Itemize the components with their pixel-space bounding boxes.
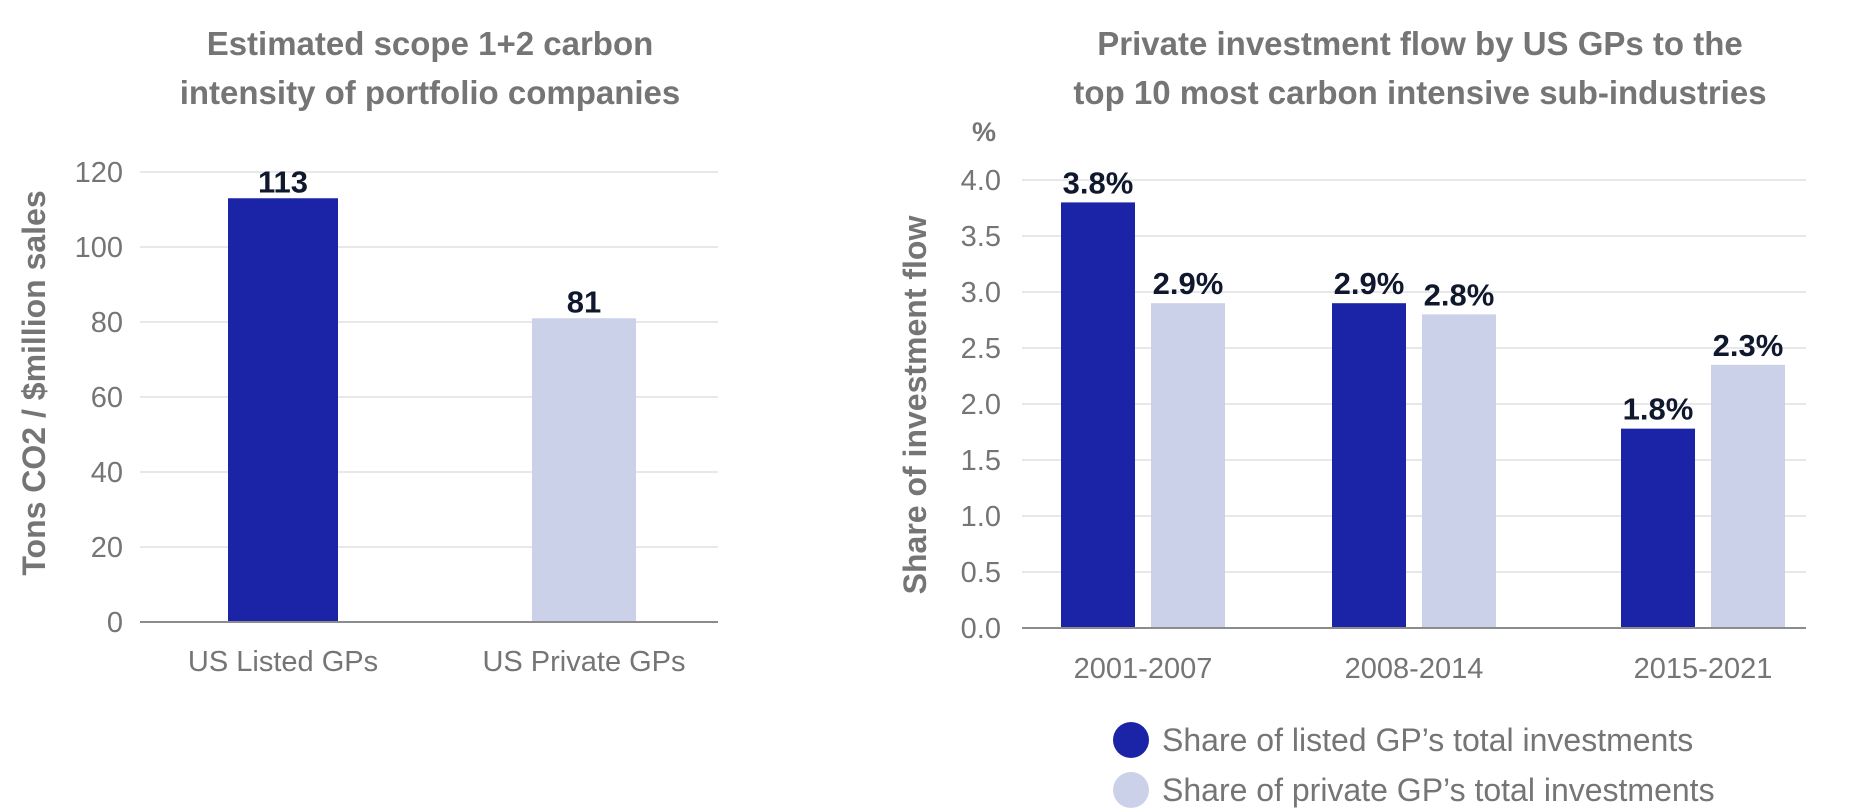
right-chart-value-labels: 3.8% 2.9% 2.9% 2.8% 1.8% 2.3% [1063, 165, 1784, 426]
left-chart-category-labels: US Listed GPs US Private GPs [188, 646, 686, 678]
bar-private-2001-2007 [1151, 303, 1225, 628]
right-y-tick-label: 0.0 [961, 613, 1001, 645]
legend-swatch-private [1113, 772, 1149, 808]
right-y-tick-label: 2.5 [961, 333, 1001, 365]
left-chart-bars [228, 198, 636, 622]
category-label: 2008-2014 [1345, 653, 1484, 685]
bar-private-2008-2014 [1422, 314, 1496, 628]
left-chart: Estimated scope 1+2 carbon intensity of … [16, 25, 718, 678]
right-y-tick-label: 1.5 [961, 445, 1001, 477]
bar-listed-2015-2021 [1621, 428, 1695, 628]
bar-value-label: 2.3% [1713, 328, 1784, 363]
legend: Share of listed GP’s total investments S… [1113, 722, 1715, 808]
left-chart-value-labels: 113 81 [258, 164, 601, 319]
right-y-tick-label: 3.5 [961, 221, 1001, 253]
bar-listed-2008-2014 [1332, 303, 1406, 628]
left-y-tick-label: 100 [75, 232, 123, 264]
left-y-tick-label: 0 [107, 607, 123, 639]
right-y-tick-label: 0.5 [961, 557, 1001, 589]
left-chart-y-axis-label: Tons CO2 / $million sales [16, 190, 52, 575]
right-chart-y-axis-label: Share of investment flow [897, 216, 933, 595]
left-y-tick-label: 60 [91, 382, 123, 414]
bar-value-label: 2.9% [1153, 266, 1224, 301]
bar-value-label: 2.9% [1334, 266, 1405, 301]
right-y-tick-label: 3.0 [961, 277, 1001, 309]
right-y-tick-label: 4.0 [961, 165, 1001, 197]
left-y-tick-label: 40 [91, 457, 123, 489]
right-chart: Private investment flow by US GPs to the… [897, 25, 1806, 808]
bar-value-label: 2.8% [1424, 277, 1495, 312]
left-chart-y-ticks: 0 20 40 60 80 100 120 [75, 157, 123, 639]
right-y-tick-label: 1.0 [961, 501, 1001, 533]
bar-listed-2001-2007 [1061, 202, 1135, 628]
left-y-tick-label: 20 [91, 532, 123, 564]
bar-us-listed-gps [228, 198, 338, 622]
left-y-tick-label: 80 [91, 307, 123, 339]
legend-swatch-listed [1113, 722, 1149, 758]
category-label: US Private GPs [482, 646, 685, 678]
left-chart-title-line-1: Estimated scope 1+2 carbon [207, 25, 654, 62]
bar-value-label: 81 [567, 284, 601, 319]
category-label: US Listed GPs [188, 646, 378, 678]
category-label: 2015-2021 [1634, 653, 1773, 685]
bar-us-private-gps [532, 318, 636, 622]
right-chart-category-labels: 2001-2007 2008-2014 2015-2021 [1074, 653, 1773, 685]
bar-private-2015-2021 [1711, 364, 1785, 628]
right-chart-title-line-2: top 10 most carbon intensive sub-industr… [1073, 74, 1766, 111]
bar-value-label: 1.8% [1623, 392, 1694, 427]
bar-value-label: 113 [258, 164, 308, 199]
left-chart-title-line-2: intensity of portfolio companies [180, 74, 681, 111]
bar-value-label: 3.8% [1063, 165, 1134, 200]
legend-label-private: Share of private GP’s total investments [1162, 772, 1715, 808]
right-chart-unit-label: % [972, 117, 996, 147]
legend-label-listed: Share of listed GP’s total investments [1162, 722, 1693, 758]
right-chart-y-ticks: 0.0 0.5 1.0 1.5 2.0 2.5 3.0 3.5 4.0 [961, 165, 1001, 645]
right-chart-title-line-1: Private investment flow by US GPs to the [1097, 25, 1742, 62]
right-y-tick-label: 2.0 [961, 389, 1001, 421]
category-label: 2001-2007 [1074, 653, 1213, 685]
left-y-tick-label: 120 [75, 157, 123, 189]
right-chart-bars [1061, 202, 1785, 628]
